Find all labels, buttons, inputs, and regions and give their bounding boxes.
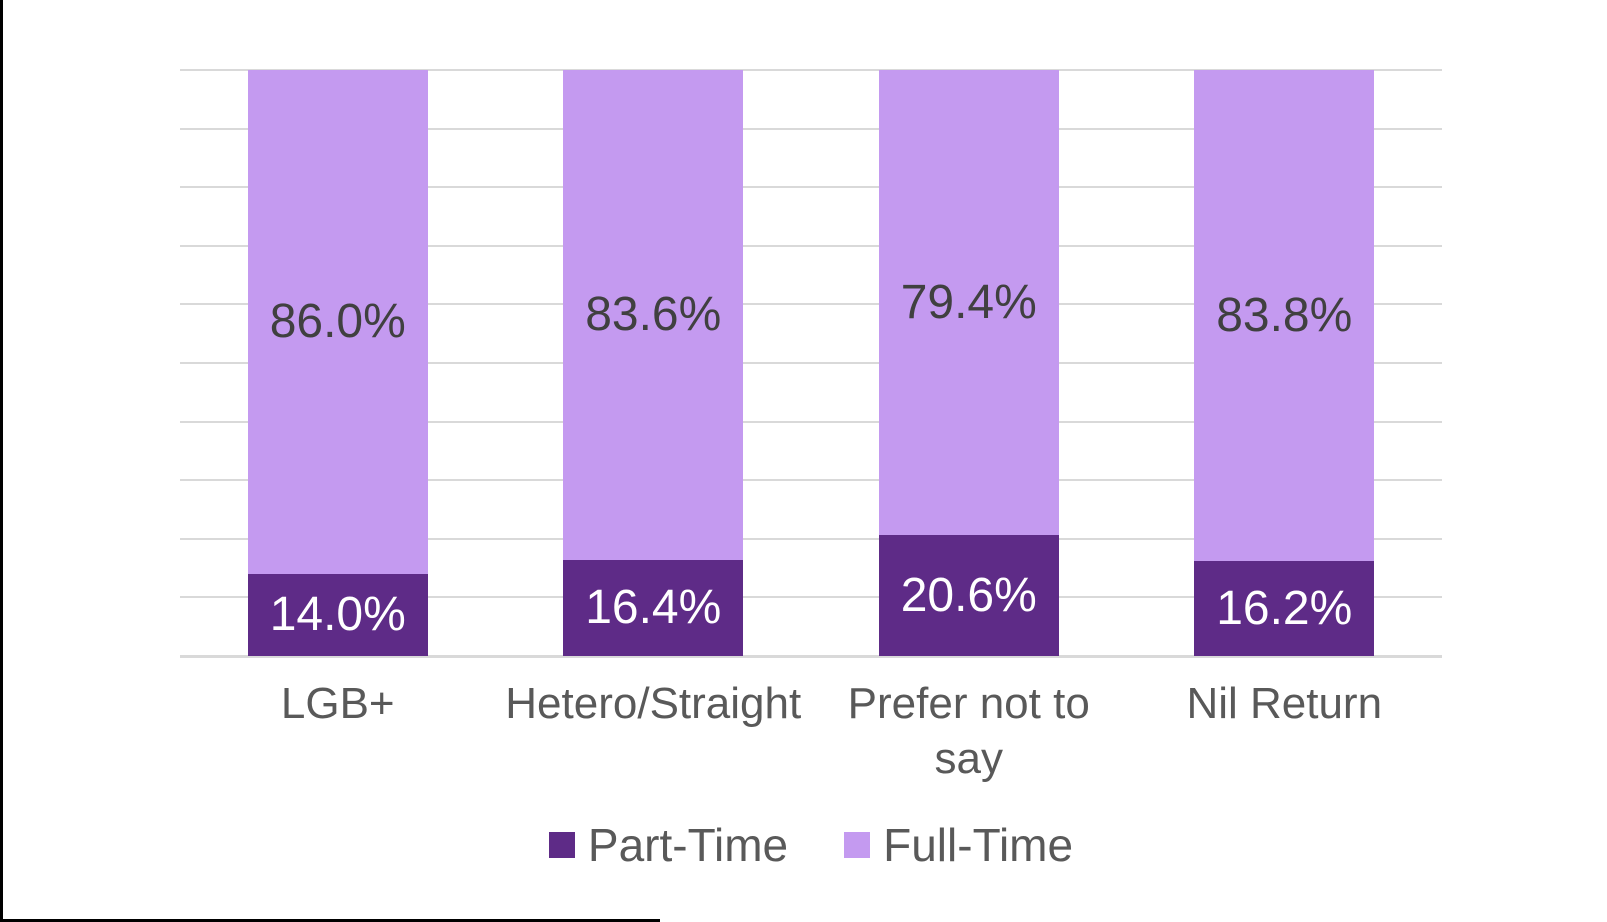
bar-segment-full-time: 83.6%	[563, 70, 744, 560]
data-label: 20.6%	[900, 569, 1037, 623]
legend-item-part-time: Part-Time	[548, 818, 789, 872]
data-label: 16.4%	[585, 581, 722, 635]
gridline	[180, 362, 1442, 364]
category-label: LGB+	[280, 679, 395, 728]
screenshot-left-edge	[0, 0, 3, 922]
data-label: 14.0%	[269, 588, 406, 642]
gridline	[180, 479, 1442, 482]
gridline	[180, 420, 1442, 423]
x-axis-line	[180, 655, 1442, 658]
screenshot-bottom-edge	[0, 919, 660, 922]
category-label: Nil Return	[1186, 679, 1383, 728]
bar-segment-full-time: 86.0%	[247, 70, 428, 574]
bar-segment-full-time: 83.8%	[1194, 70, 1375, 562]
legend-item-full-time: Full-Time	[844, 818, 1073, 872]
gridline	[180, 596, 1442, 599]
bar-2: 83.6% 16.4%	[563, 70, 744, 656]
category-label: Prefer not to say	[847, 679, 1090, 783]
bar-segment-part-time: 16.2%	[1194, 561, 1375, 656]
bar-segment-part-time: 14.0%	[247, 573, 428, 656]
data-label: 83.6%	[585, 288, 722, 342]
bar-3: 79.4% 20.6%	[878, 70, 1059, 656]
gridline	[180, 303, 1442, 306]
legend-label: Part-Time	[587, 819, 789, 871]
bar-1: 86.0% 14.0%	[247, 70, 428, 656]
legend: Part-Time Full-Time	[180, 818, 1442, 872]
bar-segment-part-time: 16.4%	[563, 559, 744, 656]
bar-segment-part-time: 20.6%	[878, 535, 1059, 656]
bar-segment-full-time: 79.4%	[878, 70, 1059, 536]
plot-area: 86.0% 14.0% 83.6% 16.4% 79.4% 20.6% 83.8% 16.2%	[180, 69, 1442, 658]
bar-4: 83.8% 16.2%	[1194, 70, 1375, 656]
gridline	[180, 69, 1442, 71]
gridline	[180, 537, 1442, 540]
data-label: 79.4%	[900, 276, 1037, 330]
legend-swatch-icon	[844, 832, 871, 858]
data-label: 16.2%	[1216, 582, 1353, 636]
legend-label: Full-Time	[883, 819, 1074, 871]
gridline	[180, 127, 1442, 130]
data-label: 83.8%	[1216, 289, 1353, 343]
gridline	[180, 186, 1442, 189]
data-label: 86.0%	[269, 295, 406, 349]
category-label: Hetero/Straight	[505, 679, 802, 728]
gridline	[180, 244, 1442, 247]
legend-swatch-icon	[548, 832, 575, 858]
